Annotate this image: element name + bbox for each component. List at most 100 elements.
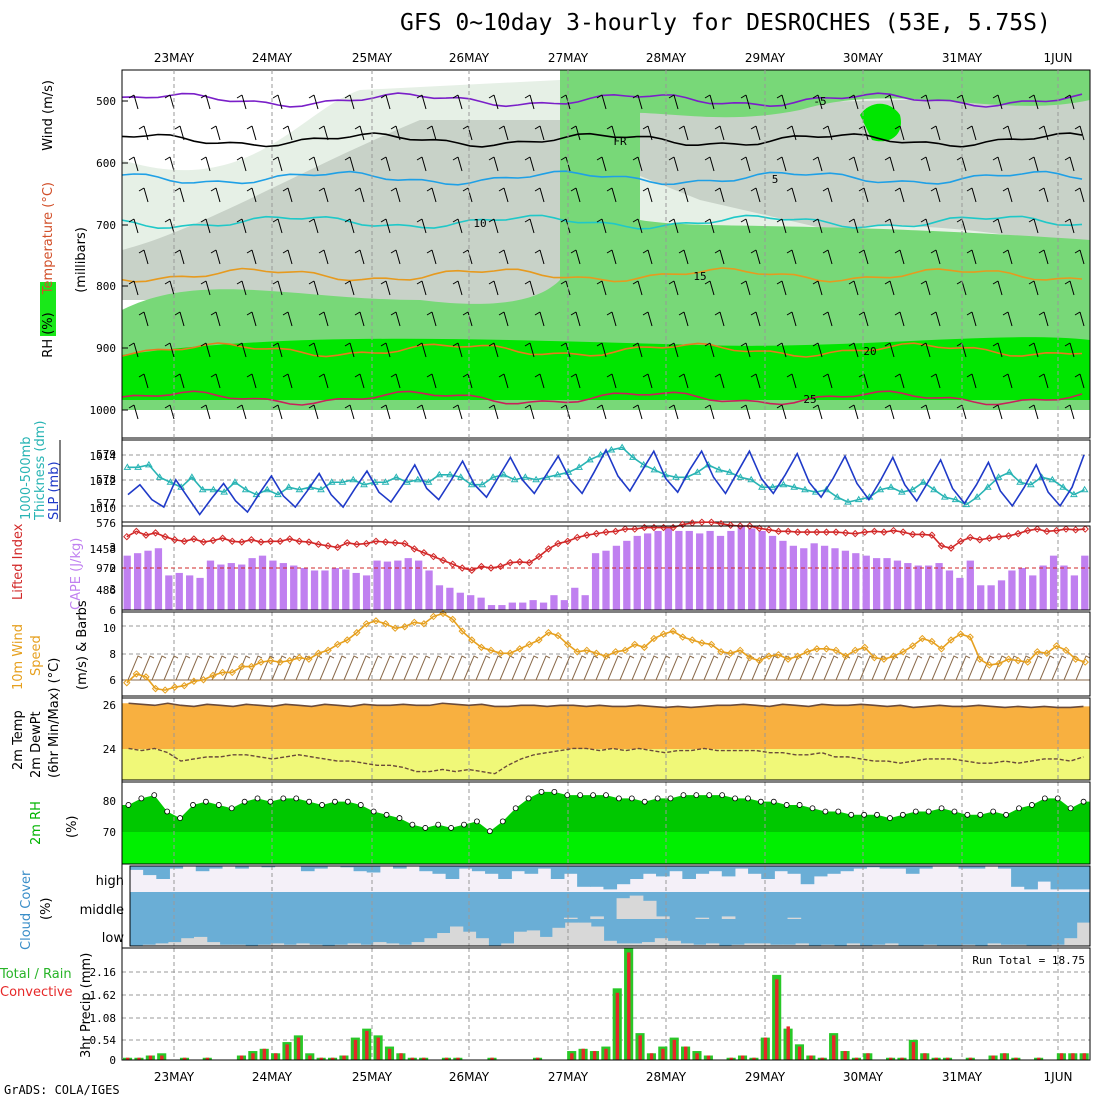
wind-barb: [534, 249, 545, 265]
thickness-point: [790, 483, 799, 490]
rh2m-point: [732, 795, 738, 802]
wind-barb: [354, 125, 365, 141]
wind-barb: [1028, 404, 1039, 420]
cloud-high-bar: [458, 866, 473, 869]
wind-barb: [1064, 280, 1075, 296]
thickness-point: [940, 493, 949, 500]
lifted-index-point: [276, 537, 284, 545]
precip-conv-bar: [934, 1057, 938, 1060]
cloud-clear-bar: [656, 916, 670, 919]
cloud-clear-bar: [872, 944, 886, 946]
cloud-clear-bar: [563, 917, 578, 919]
cloud-high-bar: [800, 866, 815, 885]
wind-barb: [354, 311, 365, 327]
wind-barb-10m: [487, 655, 503, 681]
rh2m-point: [1067, 805, 1074, 812]
lifted-index-point: [966, 533, 974, 542]
wind-barb: [966, 125, 977, 141]
thickness-point: [919, 478, 928, 485]
rh2m-point: [499, 818, 506, 825]
contour-label: 10: [473, 217, 486, 230]
thickness-point: [327, 478, 336, 485]
precip-conv-bar: [786, 1026, 790, 1060]
lifted-index-point: [180, 537, 189, 545]
rh2m-point: [383, 811, 390, 818]
wind-speed-point: [976, 655, 984, 663]
lifted-index-point: [563, 537, 572, 545]
cloud-clear-bar: [787, 917, 802, 919]
wind-barb: [200, 156, 211, 172]
wind-barb: [930, 249, 941, 265]
wind-speed-point: [640, 643, 649, 652]
wind-barb: [210, 125, 221, 141]
cloud-high-bar: [826, 866, 841, 874]
cloud-clear-bar: [296, 943, 310, 946]
wind-speed-point: [563, 640, 572, 649]
cape-bar: [300, 568, 308, 610]
cape-bar: [633, 535, 641, 610]
wind-barb: [174, 125, 185, 141]
lifted-index-point: [602, 528, 610, 536]
wind-barb: [1028, 156, 1039, 172]
lifted-index-point: [554, 539, 562, 548]
rh2m-point: [577, 792, 584, 799]
y-tick-slp: 1010: [90, 502, 117, 515]
ylabel-slp: SLP (mb): [47, 461, 62, 520]
cloud-level-middle: middle: [80, 903, 124, 918]
lifted-index-point: [266, 537, 275, 545]
wind-barb: [704, 218, 715, 234]
wind-barb: [488, 218, 499, 234]
precip-conv-bar: [1014, 1057, 1018, 1060]
wind-barb: [416, 342, 427, 358]
cloud-high-bar: [300, 866, 315, 872]
date-label-top: 24MAY: [252, 51, 293, 65]
wind-barb: [282, 125, 293, 141]
y-tick-cape: 1458: [90, 543, 117, 556]
wind-speed-point: [544, 628, 553, 637]
thickness-point: [155, 473, 164, 480]
wind-barb: [570, 187, 581, 203]
wind-speed-point: [305, 655, 313, 663]
wind-barb-10m: [823, 655, 839, 681]
wind-barb: [776, 404, 787, 420]
wind-barb: [714, 187, 725, 203]
wind-barb: [642, 311, 653, 327]
cloud-clear-bar: [1064, 938, 1078, 946]
wind-speed-point: [659, 630, 668, 638]
temp-contour: [121, 342, 1083, 358]
thickness-point: [456, 473, 465, 480]
wind-speed-point: [468, 636, 476, 644]
cloud-high-bar: [314, 866, 328, 869]
rh2m-point: [1029, 802, 1035, 808]
wind-barb-10m: [439, 655, 455, 681]
rh2m-point: [319, 802, 325, 808]
wind-barb: [1028, 342, 1039, 358]
wind-barb: [1002, 187, 1013, 203]
lifted-index-point: [314, 540, 323, 549]
cloud-clear-bar: [885, 943, 899, 946]
thickness-point: [822, 485, 831, 493]
ylabel-temp-c: (6hr Min/Max) (°C): [47, 658, 62, 778]
wind-speed-point: [822, 645, 831, 653]
rh-shade: [860, 103, 901, 142]
wind-barb-10m: [163, 655, 179, 681]
thickness-point: [284, 483, 293, 490]
precip-conv-bar: [251, 1053, 255, 1060]
wind-barb: [570, 125, 581, 141]
lifted-index-point: [650, 523, 658, 532]
y-tick-precip: 1.08: [90, 1012, 117, 1025]
wind-barb: [966, 249, 977, 265]
wind-speed-point: [1033, 648, 1041, 656]
wind-barb: [236, 404, 247, 420]
rh2m-point: [603, 792, 609, 799]
cloud-high-bar: [537, 866, 552, 869]
precip-conv-bar: [182, 1057, 187, 1060]
cape-bar: [415, 560, 423, 610]
cape-bar: [290, 565, 298, 610]
cape-bar: [279, 563, 287, 610]
rh2m-point: [486, 828, 493, 835]
wind-barb-10m: [1051, 655, 1067, 681]
thickness-point: [801, 485, 809, 493]
cape-bar: [508, 602, 516, 610]
wind-barb: [128, 218, 139, 234]
